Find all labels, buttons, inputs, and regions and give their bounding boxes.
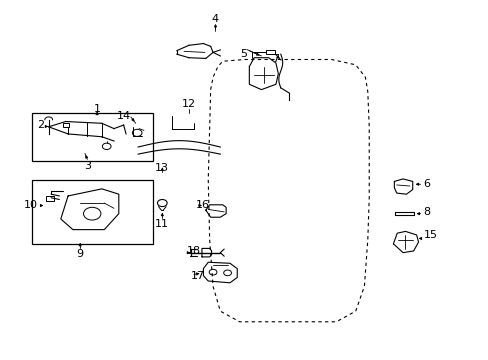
Bar xyxy=(46,196,53,201)
Text: 7: 7 xyxy=(272,54,279,64)
Text: 16: 16 xyxy=(196,200,210,210)
Text: 10: 10 xyxy=(24,200,38,210)
Text: 13: 13 xyxy=(155,163,169,173)
Text: 6: 6 xyxy=(423,179,429,189)
Bar xyxy=(63,123,69,127)
Text: 14: 14 xyxy=(117,111,131,121)
Text: 2: 2 xyxy=(37,120,44,130)
Text: 4: 4 xyxy=(211,14,219,24)
Text: 3: 3 xyxy=(84,161,91,171)
Text: 11: 11 xyxy=(155,219,169,229)
Text: 15: 15 xyxy=(423,230,436,240)
Bar xyxy=(32,180,152,244)
Text: 12: 12 xyxy=(182,99,196,109)
Text: 8: 8 xyxy=(423,207,429,217)
Text: 18: 18 xyxy=(186,246,200,256)
Text: 9: 9 xyxy=(77,249,83,259)
Text: 5: 5 xyxy=(240,49,246,59)
Text: 1: 1 xyxy=(93,104,101,114)
Bar xyxy=(32,113,152,161)
Bar xyxy=(265,50,274,54)
Text: 17: 17 xyxy=(191,271,205,281)
